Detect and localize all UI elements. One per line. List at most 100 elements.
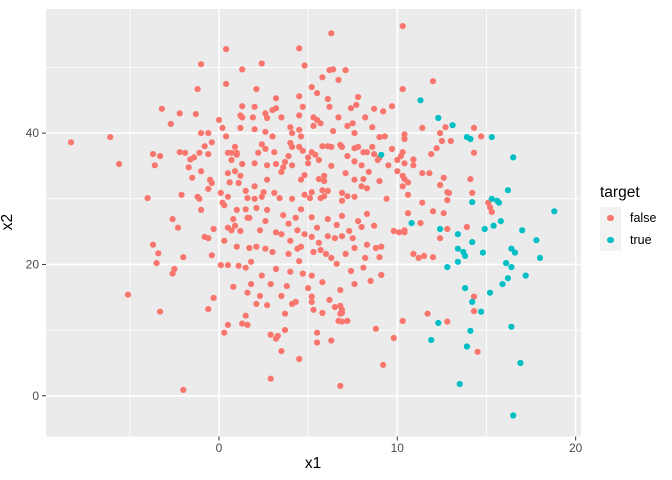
data-point-false <box>205 235 212 242</box>
data-point-false <box>255 149 262 156</box>
data-point-false <box>228 156 235 164</box>
data-point-false <box>317 246 324 254</box>
data-point-false <box>251 183 258 190</box>
data-point-false <box>169 270 176 277</box>
data-point-false <box>237 172 244 179</box>
data-point-false <box>269 133 276 140</box>
data-point-true <box>449 122 456 129</box>
data-point-false <box>239 66 246 73</box>
data-point-false <box>371 105 378 112</box>
data-point-false <box>297 176 305 183</box>
data-point-false <box>404 179 412 186</box>
data-point-false <box>223 133 230 140</box>
data-point-false <box>337 287 344 294</box>
data-point-false <box>157 153 164 160</box>
data-point-false <box>248 258 255 265</box>
data-point-false <box>355 93 362 101</box>
data-point-false <box>189 174 196 181</box>
data-point-false <box>221 329 228 336</box>
data-point-false <box>333 260 340 267</box>
data-point-false <box>308 214 315 221</box>
data-point-false <box>419 170 426 177</box>
data-point-false <box>153 260 160 267</box>
x-axis-title-text: x1 <box>304 455 322 472</box>
data-point-false <box>249 114 256 121</box>
data-point-false <box>338 143 346 150</box>
data-point-true <box>435 319 442 326</box>
data-point-false <box>296 93 303 100</box>
data-point-false <box>219 124 226 131</box>
data-point-false <box>444 197 451 204</box>
data-point-false <box>107 134 114 141</box>
data-point-false <box>440 210 447 217</box>
data-point-false <box>272 229 280 236</box>
data-point-false <box>251 160 258 167</box>
data-point-false <box>351 130 358 137</box>
data-point-false <box>253 86 260 93</box>
data-point-false <box>267 331 274 338</box>
data-point-true <box>486 289 494 296</box>
data-point-false <box>242 264 249 271</box>
data-point-false <box>192 111 199 118</box>
data-point-false <box>299 103 306 110</box>
data-point-false <box>308 272 315 279</box>
data-point-false <box>248 281 255 288</box>
data-point-false <box>363 185 371 192</box>
data-point-false <box>151 162 158 169</box>
data-point-false <box>176 149 183 156</box>
data-point-false <box>299 270 306 277</box>
data-point-true <box>533 237 540 244</box>
data-point-false <box>347 267 355 275</box>
data-point-false <box>205 130 212 137</box>
data-point-false <box>429 78 437 85</box>
data-point-false <box>358 162 365 169</box>
data-point-true <box>511 249 519 256</box>
data-point-false <box>360 176 367 183</box>
data-point-false <box>478 133 485 140</box>
data-point-false <box>335 114 342 121</box>
data-point-false <box>349 235 356 242</box>
data-point-false <box>369 143 376 150</box>
data-point-false <box>338 318 346 325</box>
data-point-false <box>367 277 374 284</box>
data-point-false <box>338 233 346 240</box>
data-point-false <box>401 135 408 143</box>
data-point-false <box>376 254 383 261</box>
data-point-false <box>322 250 330 257</box>
data-point-false <box>285 220 292 227</box>
data-point-false <box>338 197 346 204</box>
data-point-false <box>116 160 123 168</box>
legend-label-false: false <box>630 211 657 225</box>
data-point-false <box>239 160 246 168</box>
data-point-false <box>467 176 474 183</box>
data-point-false <box>289 162 296 169</box>
x-tick-label: 10 <box>391 441 405 455</box>
data-point-false <box>228 227 235 234</box>
data-point-false <box>292 214 299 221</box>
data-point-false <box>365 168 372 175</box>
data-point-false <box>328 162 335 169</box>
data-point-false <box>342 250 349 257</box>
data-point-false <box>351 244 358 252</box>
data-point-false <box>374 156 381 164</box>
data-point-false <box>267 281 274 288</box>
data-point-false <box>347 105 355 112</box>
data-point-false <box>264 162 271 169</box>
data-point-true <box>503 260 510 267</box>
data-point-false <box>363 241 371 248</box>
legend-item-true: true <box>600 229 656 251</box>
panel-background <box>46 9 581 437</box>
data-point-false <box>262 145 269 152</box>
data-point-false <box>342 170 349 177</box>
data-point-false <box>331 304 338 311</box>
data-point-true <box>481 225 488 233</box>
data-point-false <box>310 248 317 256</box>
data-point-false <box>208 179 215 187</box>
data-point-false <box>308 293 315 300</box>
data-point-false <box>178 191 185 198</box>
x-axis-title: x1 <box>0 455 672 473</box>
data-point-false <box>328 337 335 344</box>
data-point-false <box>351 281 358 288</box>
data-point-false <box>205 306 212 313</box>
data-point-false <box>167 120 174 127</box>
